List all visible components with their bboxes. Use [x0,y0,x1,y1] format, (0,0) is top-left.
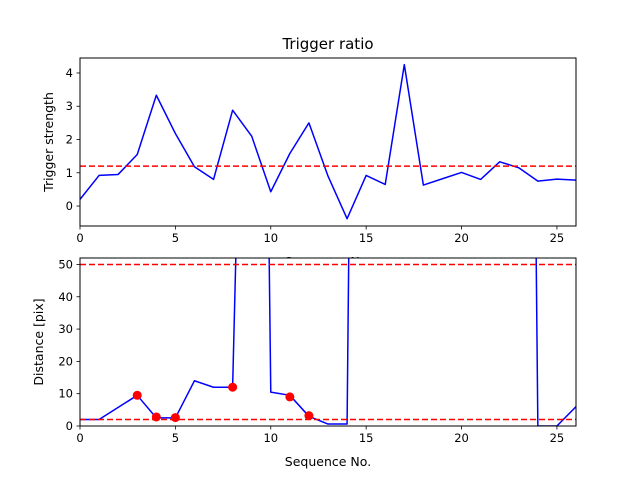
y-tick-label: 0 [66,199,73,213]
plot-frame [79,57,577,227]
chart-title: Trigger ratio [281,35,373,53]
x-tick-label: 15 [359,231,374,245]
data-point-marker [132,390,142,400]
y-tick-label: 40 [58,290,73,304]
x-tick-label: 10 [263,231,278,245]
plot-area [80,258,576,426]
data-point-marker [285,392,295,402]
x-axis-label: Sequence No. [285,454,371,469]
y-tick-label: 1 [66,166,73,180]
data-point-marker [170,413,180,423]
x-tick-label: 20 [454,431,469,445]
y-tick-label: 4 [66,66,73,80]
x-tick-label: 25 [550,431,565,445]
y-tick-label: 0 [66,419,73,433]
series-line-0 [80,63,576,220]
y-tick-label: 10 [58,387,73,401]
x-tick-label: 25 [550,231,565,245]
y-tick-label: 30 [58,322,73,336]
x-tick-label: 20 [454,231,469,245]
x-tick-label: 0 [76,431,83,445]
x-tick-label: 10 [263,431,278,445]
distance-chart: 0 5 10 15 20 25 0 10 20 30 40 50 Sequence No. Dista… [31,257,577,469]
y-tick-label: 50 [58,257,73,271]
data-point-marker [304,411,314,421]
y-axis-label: Trigger strength [41,92,56,193]
y-tick-label: 2 [66,133,73,147]
plot-frame [79,257,577,427]
x-tick-label: 0 [76,231,83,245]
y-tick-label: 3 [66,99,73,113]
plot-area [80,58,576,226]
x-tick-label: 15 [359,431,374,445]
y-axis-label: Distance [pix] [31,298,46,385]
x-tick-label: 5 [172,431,179,445]
y-tick-label: 20 [58,354,73,368]
x-tick-label: 5 [172,231,179,245]
data-point-marker [228,382,238,392]
